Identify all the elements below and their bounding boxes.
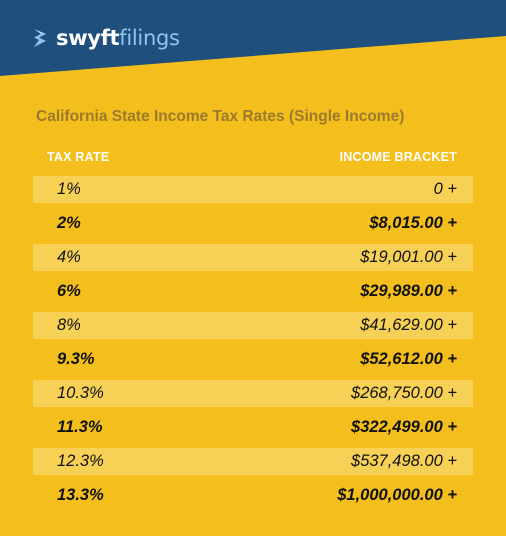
tax-rate-cell: 10.3% [57, 384, 104, 402]
income-bracket-cell: $322,499.00 + [351, 418, 457, 436]
table-row: 10.3% $268,750.00 + [33, 380, 473, 407]
table-row: 1% 0 + [33, 176, 473, 203]
table-row: 6% $29,989.00 + [33, 278, 473, 305]
header-background [0, 0, 506, 76]
income-bracket-cell: $41,629.00 + [360, 316, 457, 334]
tax-rate-cell: 9.3% [57, 350, 95, 368]
tax-rate-cell: 2% [57, 214, 81, 232]
column-header-income-bracket: INCOME BRACKET [339, 150, 457, 164]
tax-rate-cell: 6% [57, 282, 81, 300]
table-title: California State Income Tax Rates (Singl… [36, 108, 405, 125]
tax-rate-cell: 11.3% [57, 418, 103, 436]
income-bracket-cell: $537,498.00 + [351, 452, 457, 470]
tax-rate-cell: 1% [57, 180, 81, 198]
brand-logo[interactable]: swyftfilings [30, 24, 180, 52]
brand-name-bold: swyft [56, 26, 120, 50]
swyft-logo-icon [34, 29, 46, 47]
tax-rate-cell: 8% [57, 316, 81, 334]
table-row: 9.3% $52,612.00 + [33, 346, 473, 373]
tax-rate-table: 1% 0 + 2% $8,015.00 + 4% $19,001.00 + 6%… [33, 176, 473, 516]
header-banner: swyftfilings [0, 0, 506, 90]
brand-wordmark: swyftfilings [56, 24, 180, 52]
tax-rate-cell: 4% [57, 248, 81, 266]
table-row: 2% $8,015.00 + [33, 210, 473, 237]
tax-rate-cell: 13.3% [57, 486, 104, 504]
income-bracket-cell: $268,750.00 + [351, 384, 457, 402]
income-bracket-cell: $29,989.00 + [360, 282, 457, 300]
table-row: 4% $19,001.00 + [33, 244, 473, 271]
table-row: 11.3% $322,499.00 + [33, 414, 473, 441]
tax-rate-cell: 12.3% [57, 452, 104, 470]
income-bracket-cell: $19,001.00 + [360, 248, 457, 266]
table-row: 8% $41,629.00 + [33, 312, 473, 339]
income-bracket-cell: $1,000,000.00 + [337, 486, 457, 504]
column-header-tax-rate: TAX RATE [47, 150, 110, 164]
income-bracket-cell: 0 + [433, 180, 457, 198]
table-row: 13.3% $1,000,000.00 + [33, 482, 473, 509]
table-row: 12.3% $537,498.00 + [33, 448, 473, 475]
brand-name-light: filings [119, 26, 180, 50]
income-bracket-cell: $52,612.00 + [360, 350, 457, 368]
income-bracket-cell: $8,015.00 + [369, 214, 457, 232]
